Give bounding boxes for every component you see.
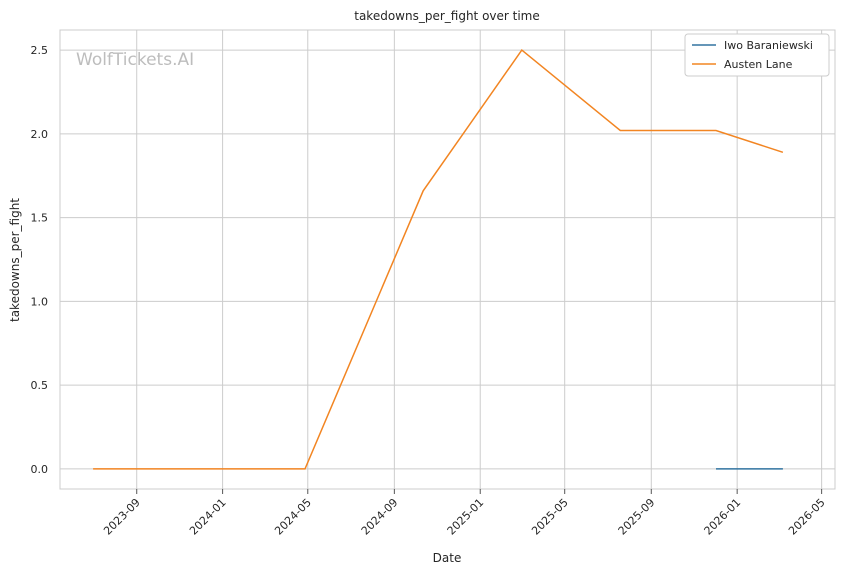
watermark-text: WolfTickets.AI <box>76 50 194 70</box>
grid <box>60 30 835 489</box>
y-axis-label: takedowns_per_fight <box>8 198 22 322</box>
y-tick-label: 0.5 <box>31 379 49 392</box>
x-axis-ticks: 2023-09 2024-01 2024-05 2024-09 2025-01 2025-… <box>101 489 828 538</box>
chart-title: takedowns_per_fight over time <box>354 9 540 23</box>
series-line-1 <box>93 49 784 470</box>
y-tick-label: 1.0 <box>31 295 49 308</box>
x-tick-label: 2026-01 <box>702 496 744 538</box>
legend-label-0: Iwo Baraniewski <box>724 39 813 52</box>
x-axis-label: Date <box>433 551 462 565</box>
y-tick-label: 2.0 <box>31 128 49 141</box>
y-tick-label: 0.0 <box>31 463 49 476</box>
legend: Iwo Baraniewski Austen Lane <box>684 33 830 77</box>
y-axis-ticks: 0.0 0.5 1.0 1.5 2.0 2.5 <box>31 44 49 476</box>
x-tick-label: 2024-09 <box>359 496 401 538</box>
x-tick-label: 2024-01 <box>187 496 229 538</box>
y-tick-label: 2.5 <box>31 44 49 57</box>
x-tick-label: 2024-05 <box>272 496 314 538</box>
x-tick-label: 2025-05 <box>529 496 571 538</box>
x-tick-label: 2023-09 <box>101 496 143 538</box>
legend-box <box>684 33 830 77</box>
x-tick-label: 2026-05 <box>786 496 828 538</box>
x-tick-label: 2025-01 <box>445 496 487 538</box>
y-tick-label: 1.5 <box>31 212 49 225</box>
legend-label-1: Austen Lane <box>724 58 793 71</box>
x-tick-label: 2025-09 <box>616 496 658 538</box>
plot-area-frame <box>59 29 836 490</box>
series-lines <box>93 49 784 470</box>
